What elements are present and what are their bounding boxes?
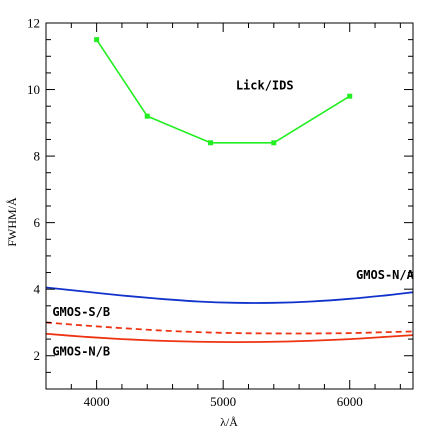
y-tick-label-6: 6	[34, 215, 41, 230]
data-point-lick-ids-1	[144, 113, 150, 119]
series-line-gmos-n-b	[46, 332, 413, 343]
y-tick-label-2: 2	[34, 348, 41, 363]
y-tick-label-4: 4	[34, 282, 41, 297]
series-label-gmos-n-b: GMOS-N/B	[52, 345, 110, 359]
series-line-gmos-s-b	[46, 321, 413, 335]
series-line-lick-ids	[95, 39, 351, 144]
data-point-lick-ids-4	[347, 93, 353, 99]
data-point-lick-ids-3	[271, 140, 277, 146]
x-axis-label: λ/Å	[220, 415, 238, 429]
plot-frame	[45, 22, 414, 390]
series-label-gmos-s-b: GMOS-S/B	[52, 305, 110, 319]
data-point-lick-ids-0	[94, 37, 100, 43]
series-layer	[46, 37, 413, 343]
series-group	[46, 37, 413, 343]
x-tick-label-6000: 6000	[337, 394, 363, 409]
series-label-lick-ids: Lick/IDS	[236, 79, 294, 93]
series-line-gmos-n-a	[46, 286, 413, 304]
data-point-lick-ids-2	[208, 140, 214, 146]
ticks-layer	[45, 22, 413, 390]
y-axis-label: FWHM/Å	[5, 197, 19, 247]
y-tick-label-10: 10	[27, 82, 40, 97]
series-label-gmos-n-a: GMOS-N/A	[356, 268, 415, 282]
y-tick-label-12: 12	[27, 16, 40, 31]
y-tick-label-8: 8	[34, 149, 41, 164]
frame-layer	[45, 22, 414, 390]
x-tick-label-4000: 4000	[84, 394, 110, 409]
x-tick-label-5000: 5000	[210, 394, 236, 409]
labels-layer: 4000 5000 6000 2 4 6 8 10 12 Lick/IDS GMOS-N/A GMOS…	[27, 16, 415, 410]
